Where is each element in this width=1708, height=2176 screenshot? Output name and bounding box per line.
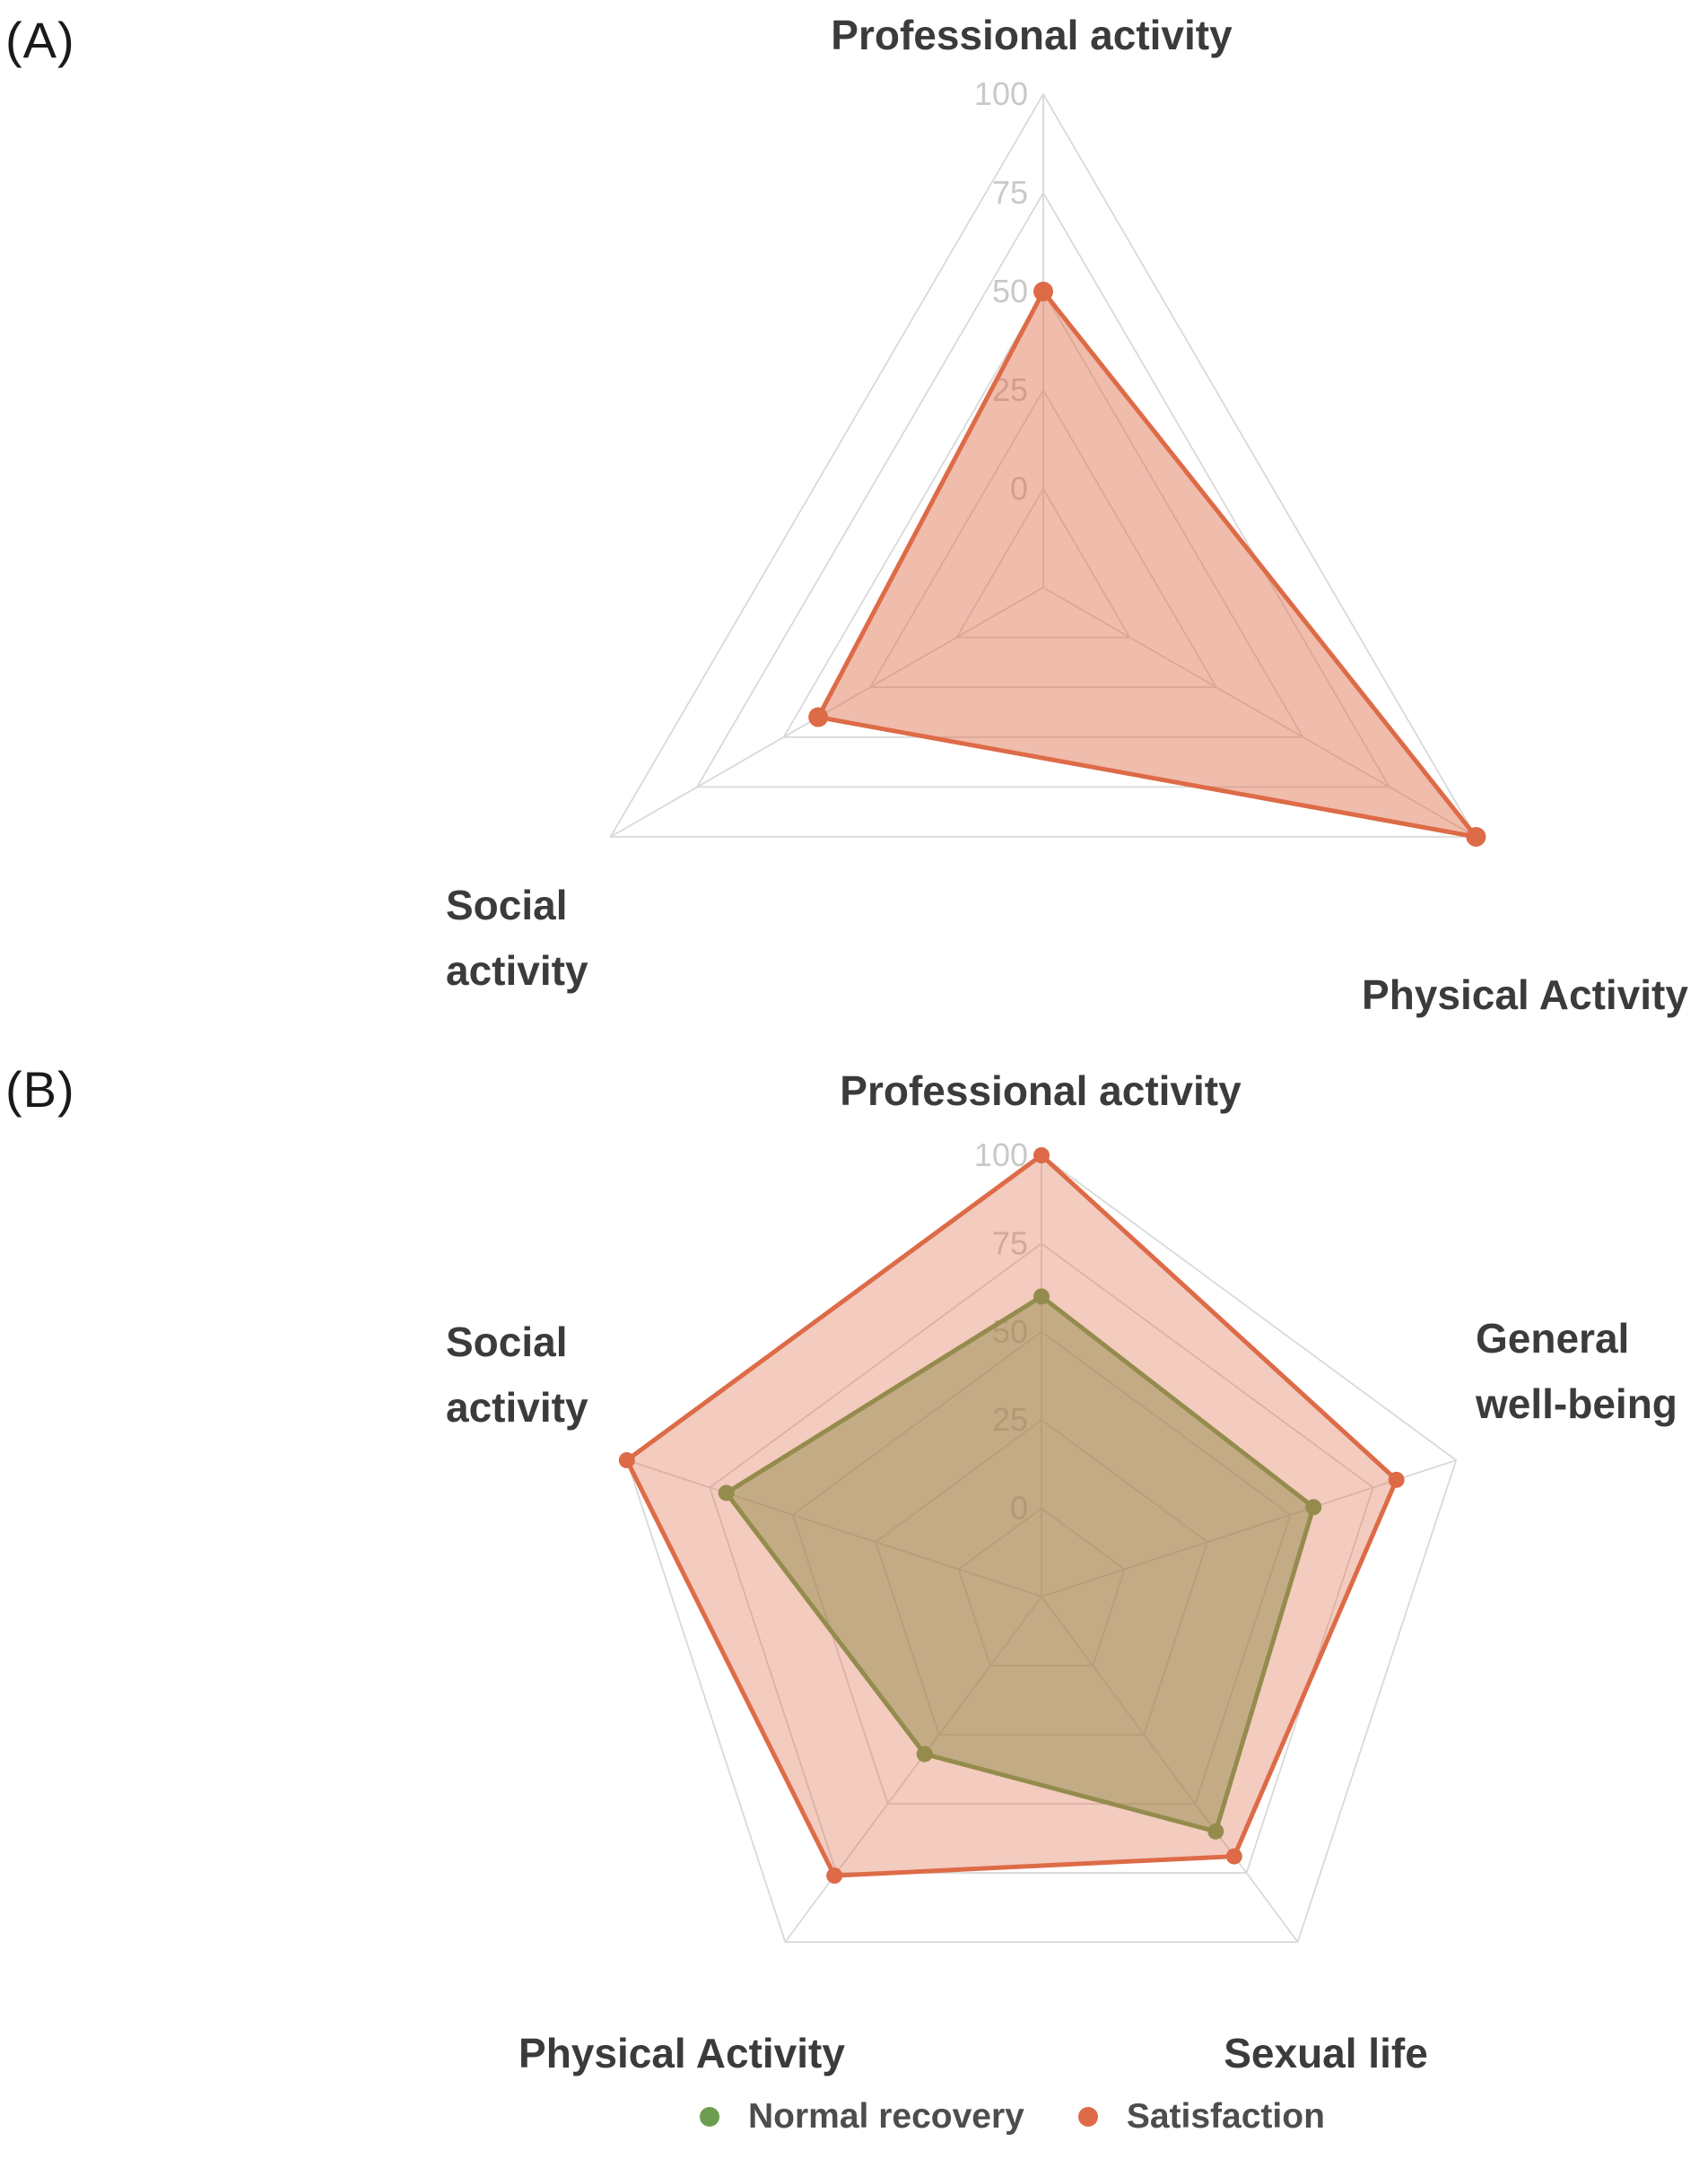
category-label-physical-activity: Physical Activity xyxy=(1362,971,1688,1018)
data-point-general-well-being xyxy=(1305,1499,1322,1516)
data-point-physical-activity xyxy=(1466,827,1486,847)
category-label-professional-activity: Professional activity xyxy=(831,12,1233,58)
data-point-physical-activity xyxy=(826,1867,843,1884)
category-label-physical-activity: Physical Activity xyxy=(518,2030,845,2076)
series-satisfaction xyxy=(618,1147,1405,1884)
data-point-physical-activity xyxy=(916,1745,933,1763)
satisfaction-marker-icon xyxy=(1077,2107,1098,2127)
data-point-professional-activity xyxy=(1033,1147,1050,1163)
data-point-social-activity xyxy=(808,707,829,727)
category-label-sexual-life: Sexual life xyxy=(1224,2030,1428,2076)
tick-label-100: 100 xyxy=(974,75,1028,112)
tick-label-100: 100 xyxy=(974,1136,1028,1173)
tick-label-75: 75 xyxy=(992,1224,1028,1261)
panel-a-letter: (A) xyxy=(5,12,75,68)
data-point-professional-activity xyxy=(1033,1288,1050,1305)
category-label-social-activity: Social activity xyxy=(446,882,588,994)
panel-b-letter: (B) xyxy=(5,1061,75,1118)
category-label-social-activity: Social activity xyxy=(446,1319,588,1431)
tick-label-50: 50 xyxy=(992,273,1028,309)
radar-category-labels: Professional activity Physical Activity So… xyxy=(446,12,1688,1018)
data-point-sexual-life xyxy=(1225,1848,1242,1865)
data-point-sexual-life xyxy=(1207,1823,1224,1840)
data-point-professional-activity xyxy=(1033,282,1053,301)
legend-label-normal-recovery: Normal recovery xyxy=(748,2097,1024,2136)
legend-item-normal-recovery: Normal recovery xyxy=(700,2097,1024,2137)
series-normal-recovery xyxy=(718,1288,1322,1840)
data-point-general-well-being xyxy=(1388,1471,1405,1488)
chart-legend: Normal recovery Satisfaction xyxy=(700,2097,1325,2137)
legend-item-satisfaction: Satisfaction xyxy=(1077,2097,1325,2137)
normal-recovery-marker-icon xyxy=(700,2107,719,2127)
radar-category-labels: Professional activity General well-being Se… xyxy=(446,1067,1678,2076)
series-satisfaction xyxy=(808,282,1486,847)
tick-label-0: 0 xyxy=(1010,470,1028,507)
data-point-social-activity xyxy=(618,1451,635,1468)
radar-grid xyxy=(609,92,1477,838)
data-point-social-activity xyxy=(718,1484,735,1501)
tick-label-75: 75 xyxy=(992,174,1028,211)
legend-label-satisfaction: Satisfaction xyxy=(1126,2097,1325,2136)
category-label-general-well-being: General well-being xyxy=(1475,1315,1678,1427)
category-label-professional-activity: Professional activity xyxy=(840,1067,1242,1114)
